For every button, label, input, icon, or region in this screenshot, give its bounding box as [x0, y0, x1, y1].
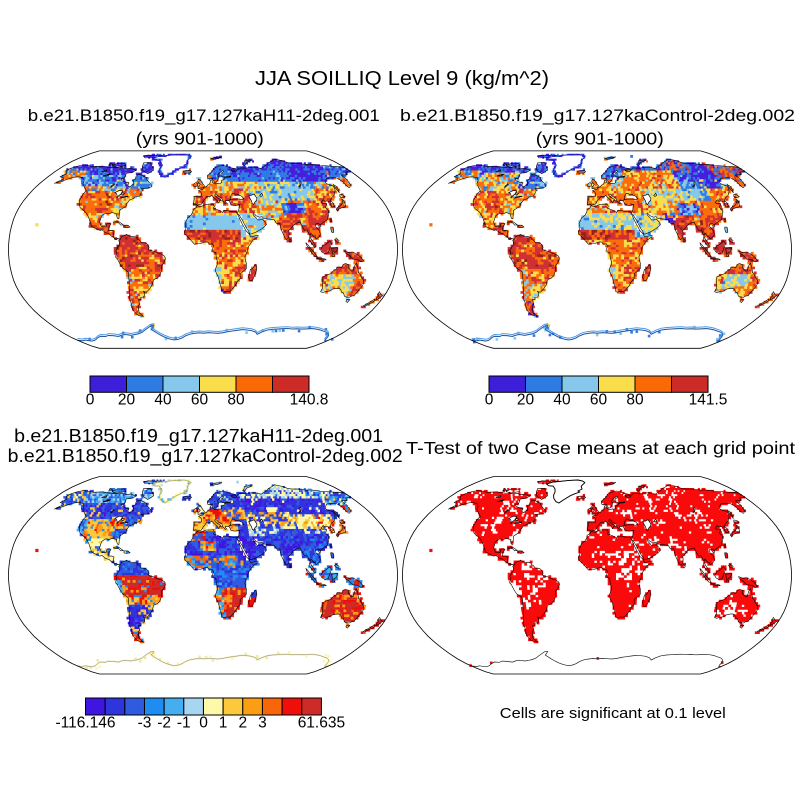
svg-text:(yrs 901-1000): (yrs 901-1000): [136, 129, 264, 149]
svg-text:(yrs 901-1000): (yrs 901-1000): [536, 129, 664, 149]
svg-text:-116.146: -116.146: [55, 714, 115, 731]
svg-text:20: 20: [517, 392, 535, 409]
svg-text:1: 1: [219, 714, 228, 731]
svg-text:-1: -1: [177, 714, 191, 731]
svg-text:0: 0: [485, 392, 494, 409]
svg-text:Cells are significant at 0.1 l: Cells are significant at 0.1 level: [500, 705, 726, 722]
svg-text:80: 80: [227, 392, 245, 409]
svg-text:-3: -3: [138, 714, 152, 731]
svg-text:3: 3: [258, 714, 267, 731]
svg-text:141.5: 141.5: [689, 392, 728, 409]
svg-text:61.635: 61.635: [298, 714, 345, 731]
svg-text:2: 2: [238, 714, 247, 731]
svg-text:b.e21.B1850.f19_g17.127kaH11-2: b.e21.B1850.f19_g17.127kaH11-2deg.001: [14, 426, 383, 447]
svg-text:T-Test of two Case means at ea: T-Test of two Case means at each grid po…: [406, 438, 795, 458]
svg-text:80: 80: [626, 392, 644, 409]
svg-text:140.8: 140.8: [290, 392, 329, 409]
svg-text:0: 0: [199, 714, 208, 731]
svg-text:b.e21.B1850.f19_g17.127kaContr: b.e21.B1850.f19_g17.127kaControl-2deg.00…: [8, 446, 403, 467]
svg-text:40: 40: [154, 392, 172, 409]
svg-text:JJA SOILLIQ Level 9 (kg/m^2): JJA SOILLIQ Level 9 (kg/m^2): [255, 68, 549, 90]
svg-text:-2: -2: [157, 714, 171, 731]
svg-text:0: 0: [86, 392, 95, 409]
svg-text:60: 60: [590, 392, 608, 409]
svg-text:b.e21.B1850.f19_g17.127kaH11-2: b.e21.B1850.f19_g17.127kaH11-2deg.001: [28, 106, 380, 125]
svg-text:60: 60: [191, 392, 209, 409]
svg-text:b.e21.B1850.f19_g17.127kaContr: b.e21.B1850.f19_g17.127kaControl-2deg.00…: [400, 106, 795, 125]
svg-text:40: 40: [553, 392, 571, 409]
svg-text:20: 20: [118, 392, 136, 409]
